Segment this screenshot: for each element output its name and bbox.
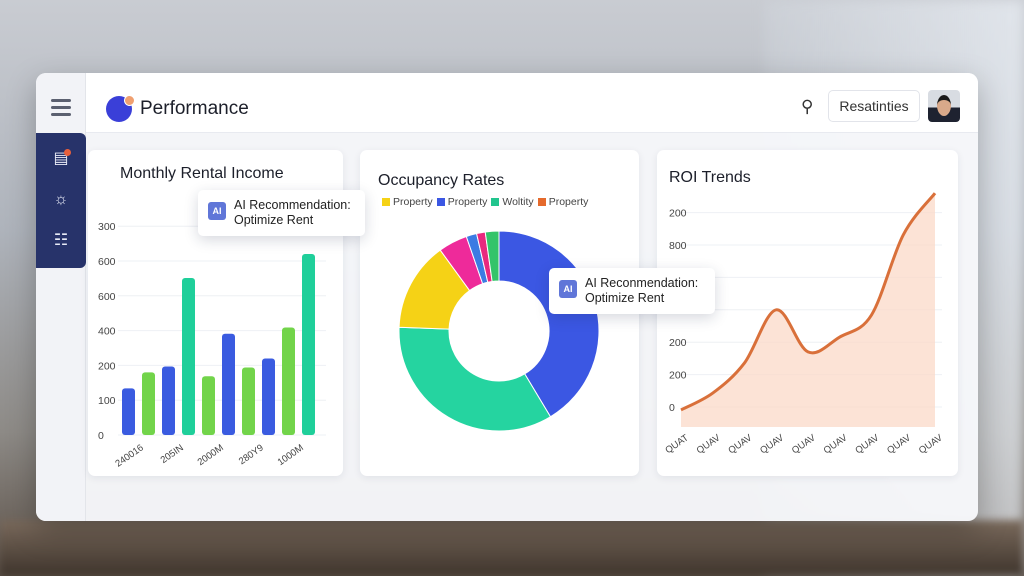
tooltip-line2: Optimize Rent bbox=[585, 291, 665, 305]
ai-badge: AI bbox=[208, 202, 226, 220]
notification-badge bbox=[64, 149, 71, 156]
x-tick-label: QUAV bbox=[726, 432, 754, 456]
bar bbox=[242, 367, 255, 435]
support-icon[interactable]: ☼ bbox=[53, 191, 69, 208]
x-tick-label: QUAV bbox=[853, 432, 881, 456]
y-tick-label: 200 bbox=[98, 360, 116, 372]
x-tick-label: 205IN bbox=[159, 442, 186, 466]
avatar[interactable] bbox=[928, 90, 960, 122]
legend-label: Property bbox=[447, 196, 488, 208]
ai-recommendation-tooltip[interactable]: AI AI Recommendation: Optimize Rent bbox=[198, 190, 365, 236]
donut-slice bbox=[484, 230, 500, 283]
inbox-icon[interactable]: ▤ bbox=[50, 148, 72, 170]
bar bbox=[182, 278, 195, 435]
x-tick-label: 2000M bbox=[196, 442, 226, 468]
tooltip-line1: AI Reconmendation: bbox=[585, 276, 699, 290]
header-button[interactable]: Resatinties bbox=[828, 90, 920, 122]
roi-line bbox=[680, 192, 937, 412]
logo bbox=[106, 95, 135, 122]
legend-label: Property bbox=[393, 196, 433, 208]
area-fill bbox=[681, 193, 935, 427]
bar bbox=[202, 376, 215, 435]
x-tick-label: 240016 bbox=[113, 442, 145, 469]
occupancy-rates-card: Occupancy Rates Property Property Woltity P… bbox=[360, 150, 639, 476]
dashboard-window: ▤ ☼ ☷ Performance ⚲ Resatinties Monthly … bbox=[36, 73, 978, 521]
x-tick-label: QUAV bbox=[917, 432, 945, 456]
y-tick-label: 0 bbox=[669, 402, 675, 414]
legend-label: Property bbox=[548, 196, 589, 208]
sidebar: ▤ ☼ ☷ bbox=[36, 133, 86, 268]
x-tick-label: QUAV bbox=[758, 432, 786, 456]
x-tick-label: 1000M bbox=[276, 442, 306, 468]
bar bbox=[222, 333, 235, 435]
bar bbox=[162, 366, 175, 435]
y-tick-label: 600 bbox=[98, 291, 116, 303]
ai-badge: AI bbox=[559, 280, 577, 298]
y-tick-label: 200 bbox=[669, 337, 687, 349]
y-tick-label: 300 bbox=[98, 221, 116, 233]
x-tick-label: QUAT bbox=[663, 432, 691, 456]
search-icon[interactable]: ⚲ bbox=[801, 97, 814, 116]
card-title: ROI Trends bbox=[669, 169, 751, 186]
y-tick-label: 800 bbox=[669, 240, 687, 252]
x-tick-label: QUAV bbox=[695, 432, 723, 456]
tooltip-line2: Optimize Rent bbox=[234, 213, 314, 227]
bar bbox=[262, 358, 275, 435]
donut-slice bbox=[398, 326, 552, 432]
background-table bbox=[0, 520, 1024, 576]
calendar-icon[interactable]: ☷ bbox=[53, 232, 69, 249]
bar bbox=[142, 372, 155, 435]
bar bbox=[302, 254, 315, 435]
y-tick-label: 200 bbox=[669, 208, 687, 220]
y-tick-label: 600 bbox=[98, 256, 116, 268]
page-title: Performance bbox=[140, 98, 249, 119]
ai-recommendation-tooltip[interactable]: AI AI Reconmendation: Optimize Rent bbox=[549, 268, 715, 314]
card-title: Occupancy Rates bbox=[378, 172, 505, 189]
legend-swatch bbox=[537, 198, 546, 206]
y-tick-label: 100 bbox=[98, 395, 116, 407]
y-tick-label: 0 bbox=[98, 430, 104, 442]
x-tick-label: 280Y9 bbox=[237, 442, 266, 467]
legend-swatch bbox=[436, 198, 445, 206]
header: Performance ⚲ Resatinties bbox=[86, 73, 978, 133]
tooltip-line1: AI Recommendation: bbox=[234, 198, 351, 212]
bar bbox=[282, 327, 295, 435]
menu-icon[interactable] bbox=[51, 99, 71, 116]
x-tick-label: QUAV bbox=[885, 432, 913, 456]
legend-label: Woltity bbox=[502, 196, 534, 208]
legend: Property Property Woltity Property bbox=[378, 196, 588, 208]
x-tick-label: QUAV bbox=[790, 432, 818, 456]
legend-swatch bbox=[382, 198, 390, 206]
y-tick-label: 200 bbox=[669, 370, 687, 382]
bar bbox=[122, 388, 135, 435]
card-title: Monthly Rental Income bbox=[120, 165, 284, 182]
legend-swatch bbox=[491, 198, 500, 206]
y-tick-label: 400 bbox=[98, 326, 116, 338]
x-tick-label: QUAV bbox=[822, 432, 850, 456]
left-rail: ▤ ☼ ☷ bbox=[36, 73, 86, 521]
